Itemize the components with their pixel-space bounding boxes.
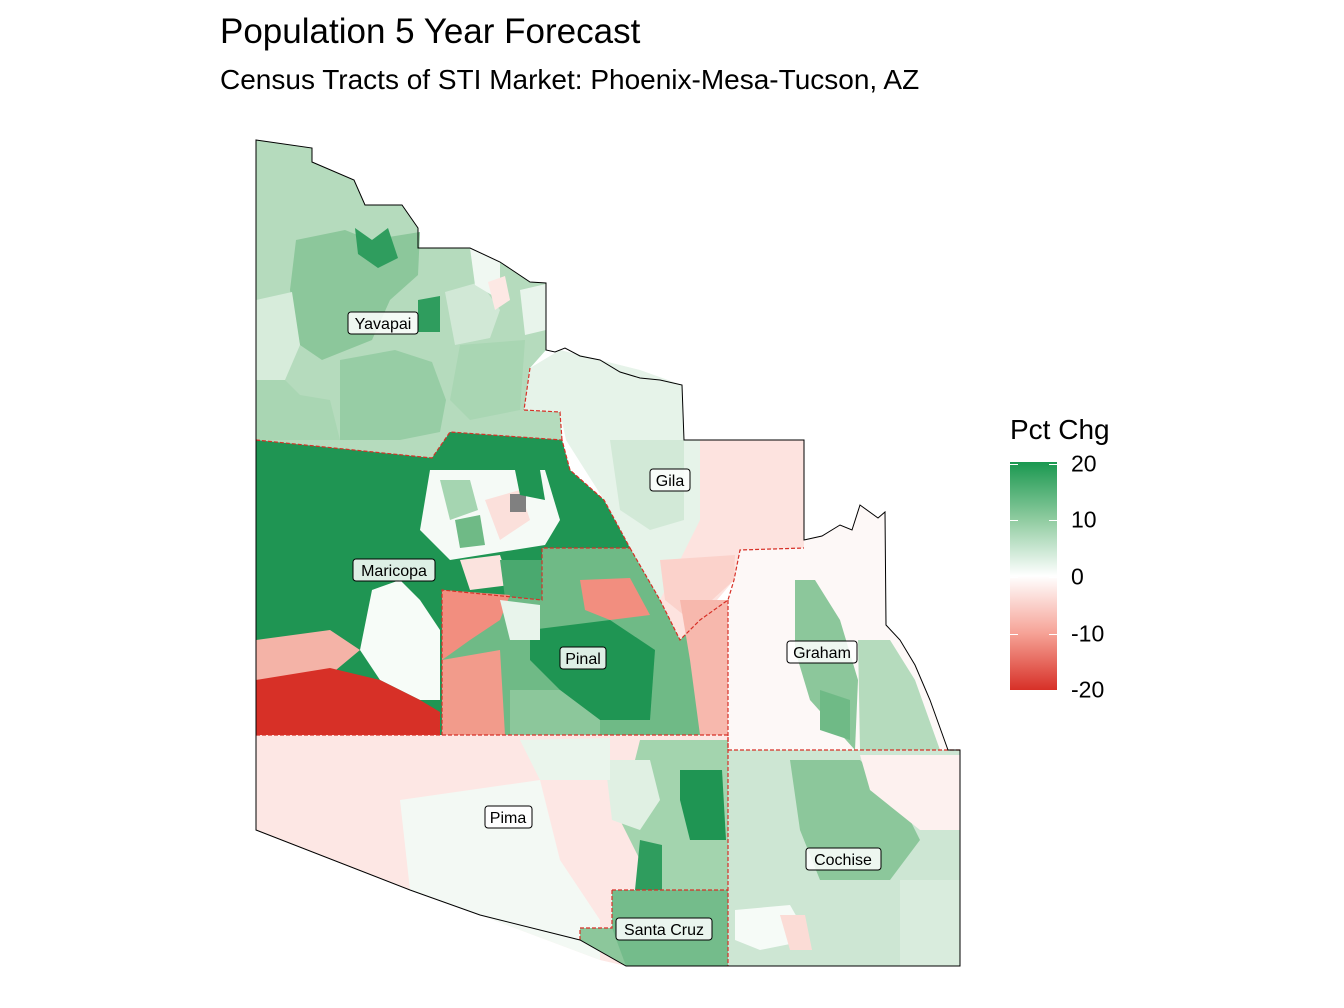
- county-boundaries: [255, 367, 960, 966]
- region-outline: [255, 139, 961, 967]
- label-santa-cruz: Santa Cruz: [615, 917, 713, 941]
- map-subtitle: Census Tracts of STI Market: Phoenix-Mes…: [220, 64, 920, 95]
- county-graham: [728, 505, 948, 750]
- legend-tick-label: -10: [1071, 620, 1105, 647]
- svg-text:Cochise: Cochise: [814, 852, 872, 869]
- label-pinal: Pinal: [559, 646, 607, 670]
- county-maricopa: [256, 432, 630, 735]
- map-title: Population 5 Year Forecast: [220, 12, 641, 51]
- legend-color-bar: [1010, 462, 1057, 690]
- legend-tick-label: 20: [1071, 450, 1097, 477]
- svg-text:Pinal: Pinal: [565, 651, 601, 668]
- county-pima: [256, 735, 728, 966]
- svg-text:Graham: Graham: [793, 645, 851, 662]
- legend-title: Pct Chg: [1010, 414, 1110, 445]
- label-graham: Graham: [786, 640, 858, 664]
- legend-tick-label: -20: [1071, 676, 1105, 703]
- label-maricopa: Maricopa: [352, 558, 436, 582]
- label-cochise: Cochise: [805, 847, 882, 871]
- county-pinal: [442, 548, 728, 735]
- svg-text:Pima: Pima: [490, 810, 527, 827]
- label-yavapai: Yavapai: [347, 311, 419, 335]
- svg-text:Maricopa: Maricopa: [361, 563, 427, 580]
- svg-text:Gila: Gila: [656, 473, 685, 490]
- svg-text:Santa Cruz: Santa Cruz: [624, 922, 704, 939]
- legend-tick-label: 10: [1071, 506, 1097, 533]
- label-gila: Gila: [649, 468, 691, 492]
- svg-text:Yavapai: Yavapai: [355, 316, 412, 333]
- label-pima: Pima: [484, 805, 533, 829]
- county-gila: [524, 350, 804, 640]
- county-yavapai: [256, 140, 562, 458]
- legend-tick-label: 0: [1071, 563, 1084, 590]
